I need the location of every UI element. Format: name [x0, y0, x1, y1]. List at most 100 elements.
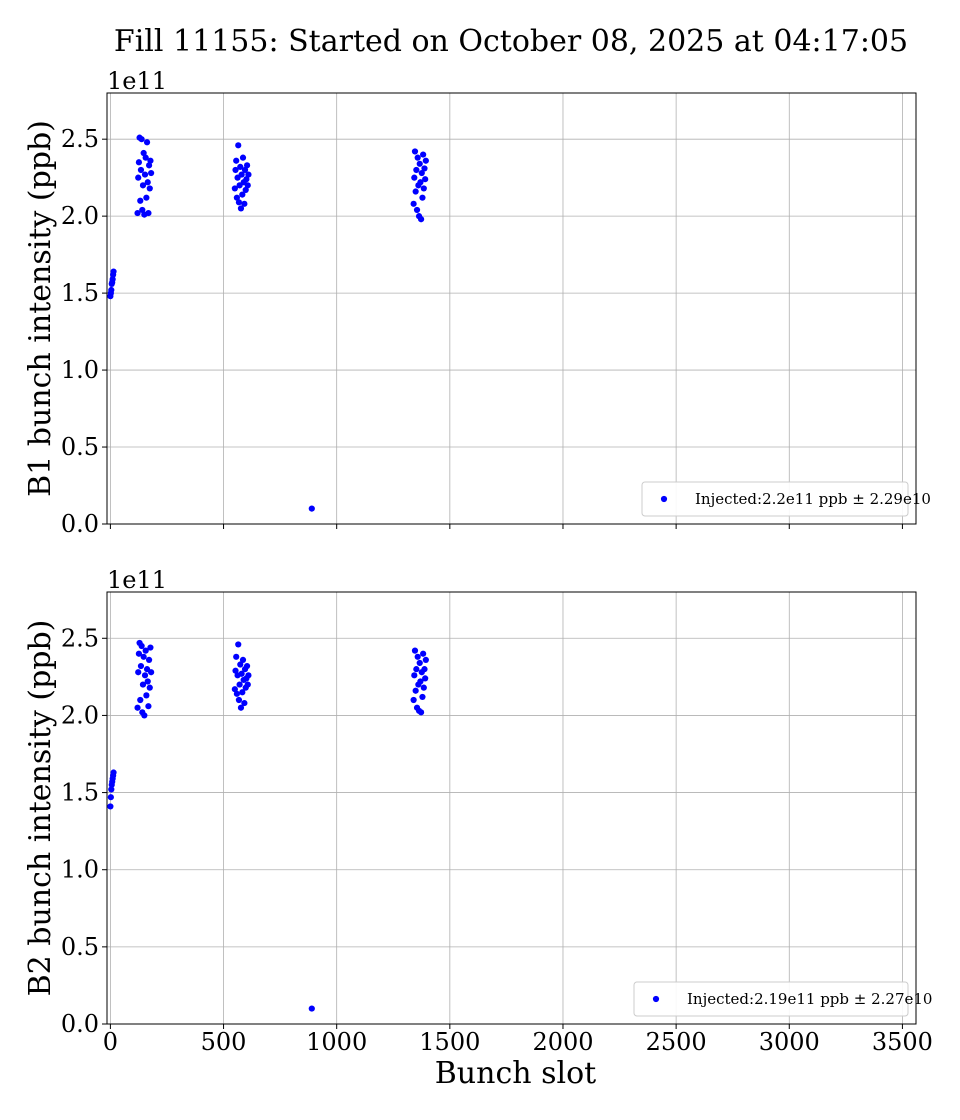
data-point [420, 185, 427, 192]
data-point [144, 179, 151, 186]
y-tick-label: 2.5 [61, 125, 99, 153]
data-point [235, 142, 242, 149]
data-point [232, 667, 239, 674]
data-point [243, 176, 250, 183]
data-point [135, 669, 142, 676]
data-point [239, 154, 247, 161]
data-point [412, 188, 419, 195]
data-point [410, 200, 417, 207]
data-point [308, 1005, 315, 1012]
data-point [235, 199, 243, 206]
data-point [110, 268, 117, 275]
data-point [147, 644, 154, 651]
data-point [107, 803, 114, 810]
data-point [411, 174, 418, 181]
legend-marker [652, 995, 660, 1003]
data-point [137, 662, 145, 670]
y-tick-label: 2.0 [61, 202, 99, 230]
data-point [231, 185, 238, 192]
y-tick-label: 1.0 [61, 856, 99, 884]
data-point [134, 704, 141, 711]
data-point [422, 157, 429, 164]
data-point [422, 656, 429, 663]
y-tick-label: 0.0 [61, 510, 99, 538]
data-point [142, 647, 149, 654]
data-point [145, 703, 152, 710]
data-point [308, 505, 315, 512]
b1-intensity-panel: 0.0 0.5 1.0 1.5 2.0 2.5 1e11 B1 bunch intensity… [23, 67, 931, 538]
data-point [145, 656, 153, 663]
data-point [241, 200, 248, 207]
y-tick-label: 0.5 [61, 433, 99, 461]
data-point [411, 647, 419, 654]
x-tick-label: 1000 [306, 1028, 367, 1056]
data-point [416, 160, 423, 167]
data-point [146, 185, 153, 192]
data-point [135, 650, 143, 657]
chart-title: Fill 11155: Started on October 08, 2025 … [114, 24, 908, 59]
data-point [237, 205, 245, 212]
data-point [245, 171, 252, 178]
data-point [239, 689, 246, 696]
data-point [143, 139, 151, 146]
x-tick-label: 3000 [759, 1028, 820, 1056]
data-point [141, 171, 149, 178]
data-point [421, 666, 428, 673]
data-point [243, 162, 251, 169]
data-point [421, 165, 428, 172]
y-tick-label: 1.5 [61, 279, 99, 307]
data-point [233, 194, 240, 201]
data-point [233, 157, 240, 164]
data-point [235, 641, 242, 648]
data-point [416, 659, 423, 667]
data-point [241, 166, 249, 174]
data-point [411, 672, 418, 679]
data-point [238, 670, 245, 677]
data-point [138, 136, 145, 143]
data-point [139, 206, 146, 214]
data-point [143, 692, 150, 699]
data-point [143, 194, 150, 201]
legend-box [641, 481, 909, 517]
y-tick-label: 0.5 [61, 933, 99, 961]
data-point [244, 182, 251, 189]
plot-frame [106, 92, 917, 525]
data-point [244, 681, 251, 688]
data-point [412, 687, 419, 694]
data-point [135, 159, 143, 166]
y-tick-label: 0.0 [61, 1010, 99, 1038]
data-point [418, 169, 425, 177]
data-point [148, 669, 155, 676]
data-point [137, 166, 145, 174]
data-point [140, 149, 147, 157]
data-point [137, 197, 144, 204]
data-point [138, 642, 145, 650]
data-point [238, 171, 245, 178]
data-point [231, 686, 238, 693]
plot-frame [106, 591, 917, 1025]
data-point [145, 209, 152, 217]
x-tick-label: 500 [201, 1028, 247, 1056]
data-point [420, 684, 427, 691]
legend-marker [660, 495, 668, 503]
data-point [233, 690, 240, 697]
y-tick-label: 2.0 [61, 701, 99, 729]
data-point [146, 684, 153, 691]
data-point [139, 182, 147, 189]
data-point [236, 681, 243, 688]
data-point [139, 681, 147, 688]
data-point [413, 206, 421, 214]
legend-label: Injected:2.19e11 ppb ± 2.27e10 [687, 990, 932, 1008]
data-point [232, 166, 239, 174]
data-point [235, 696, 243, 704]
data-point [135, 174, 142, 181]
data-point [109, 276, 116, 283]
data-point [417, 709, 425, 716]
data-point [245, 672, 252, 679]
data-point [237, 704, 245, 711]
data-point [239, 656, 247, 663]
data-point [140, 653, 147, 660]
data-point [108, 786, 115, 793]
y-tick-label: 2.5 [61, 624, 99, 652]
data-point [237, 661, 244, 668]
